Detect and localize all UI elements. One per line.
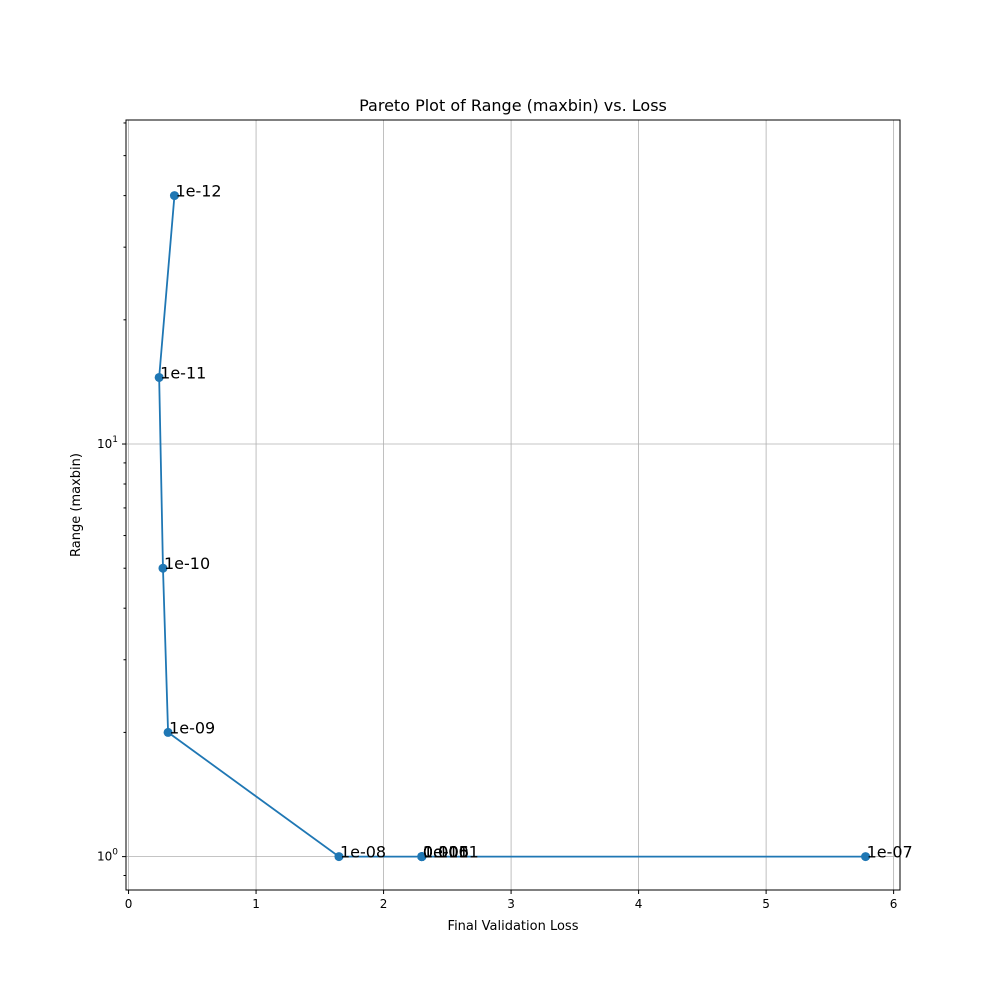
data-point xyxy=(158,563,168,573)
x-tick-label: 0 xyxy=(125,897,133,911)
data-point xyxy=(169,191,179,201)
point-label: 1e-10 xyxy=(164,554,210,573)
plot-area-frame xyxy=(125,119,901,891)
data-points xyxy=(154,191,871,862)
x-tick-label: 4 xyxy=(635,897,643,911)
x-axis-label: Final Validation Loss xyxy=(448,919,579,934)
data-point xyxy=(861,852,871,862)
axis-ticks: 0 1 2 3 4 5 6 100 101 xyxy=(97,122,898,911)
point-label: 0.1 xyxy=(423,843,448,862)
data-point xyxy=(417,852,427,862)
point-label: 1e-12 xyxy=(175,182,221,201)
chart-title: Pareto Plot of Range (maxbin) vs. Loss xyxy=(359,96,667,115)
x-tick-label: 3 xyxy=(507,897,515,911)
x-tick-label: 1 xyxy=(252,897,260,911)
x-tick-label: 2 xyxy=(380,897,388,911)
point-label: 0.0001 xyxy=(423,843,479,862)
data-point xyxy=(154,372,164,382)
point-label: 1e-06 xyxy=(423,843,469,862)
y-tick-label: 100 xyxy=(97,848,118,864)
point-label: 1e-08 xyxy=(340,843,386,862)
point-label: 0.01 xyxy=(423,843,459,862)
y-tick-label: 101 xyxy=(97,435,118,451)
y-axis-label: Range (maxbin) xyxy=(69,453,84,557)
x-tick-label: 5 xyxy=(762,897,770,911)
point-labels: 1e-12 1e-11 1e-10 1e-09 1e-08 1e-061e-050.000… xyxy=(160,182,913,862)
point-label: 1e-07 xyxy=(867,843,913,862)
data-point xyxy=(334,852,344,862)
data-point xyxy=(163,727,173,737)
grid-lines xyxy=(126,120,900,890)
point-label: 0.001 xyxy=(423,843,469,862)
point-label: 1e-09 xyxy=(169,718,215,737)
x-tick-label: 6 xyxy=(890,897,898,911)
series-line xyxy=(158,195,866,858)
point-label: 1e-11 xyxy=(160,363,206,382)
point-label: 1e-05 xyxy=(423,843,469,862)
